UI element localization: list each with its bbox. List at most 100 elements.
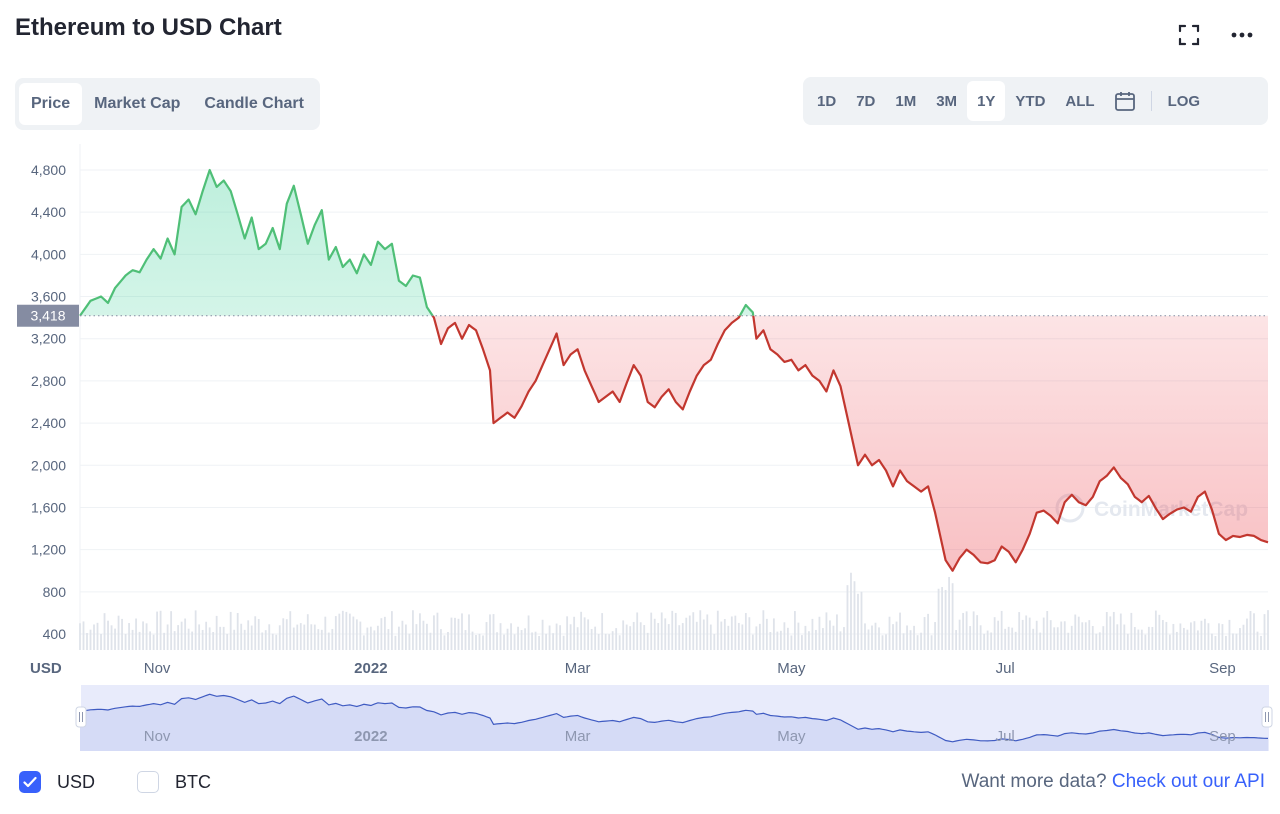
- range-1m[interactable]: 1M: [895, 92, 917, 110]
- volume-bar: [986, 630, 989, 650]
- volume-bar: [408, 633, 411, 650]
- volume-bar: [215, 615, 218, 650]
- volume-bar: [468, 614, 470, 650]
- volume-bar: [1126, 633, 1129, 650]
- volume-bar: [755, 626, 758, 650]
- volume-bar: [801, 635, 803, 650]
- volume-bar: [376, 625, 379, 650]
- volume-bar: [1137, 629, 1140, 650]
- volume-bar: [135, 618, 137, 650]
- volume-bar: [597, 633, 600, 650]
- price-chart[interactable]: CoinMarketCap 3,418 4008001,2001,6002,00…: [0, 140, 1280, 760]
- btc-checkbox[interactable]: [137, 771, 159, 793]
- log-toggle[interactable]: LOG: [1167, 92, 1201, 110]
- volume-bar: [440, 629, 442, 650]
- volume-bar: [191, 631, 194, 650]
- y-tick-label: 1,200: [31, 542, 66, 558]
- volume-bar: [517, 626, 519, 650]
- volume-bar: [825, 612, 828, 650]
- volume-bar: [527, 615, 530, 650]
- volume-bar: [1032, 628, 1035, 650]
- volume-bar: [822, 628, 824, 650]
- volume-bar: [983, 633, 986, 650]
- volume-bar: [282, 618, 285, 650]
- volume-bar: [247, 620, 250, 650]
- volume-bar: [506, 628, 509, 650]
- volume-bar: [923, 617, 926, 650]
- volume-bar: [121, 618, 123, 650]
- volume-bar: [804, 625, 807, 650]
- volume-bar: [271, 633, 274, 650]
- y-tick-label: 4,400: [31, 204, 66, 220]
- volume-bar: [341, 610, 344, 650]
- fullscreen-icon[interactable]: [1176, 22, 1202, 48]
- volume-bar: [380, 618, 383, 650]
- volume-bar: [741, 624, 744, 650]
- y-tick-label: 3,600: [31, 289, 66, 305]
- volume-bar: [1133, 627, 1136, 650]
- calendar-icon[interactable]: [1105, 81, 1145, 121]
- navigator-handle-right[interactable]: [1261, 706, 1273, 728]
- volume-bar: [373, 630, 376, 650]
- tab-market-cap[interactable]: Market Cap: [94, 95, 181, 112]
- volume-bar: [1193, 621, 1196, 650]
- volume-bar: [240, 623, 243, 650]
- volume-bar: [608, 634, 611, 650]
- range-ytd[interactable]: YTD: [1015, 92, 1046, 110]
- volume-bar: [412, 610, 414, 650]
- volume-bar: [818, 616, 821, 650]
- volume-bar: [695, 621, 698, 650]
- volume-bar: [398, 626, 400, 650]
- more-horizontal-icon[interactable]: [1229, 22, 1255, 48]
- api-link[interactable]: Check out our API: [1111, 771, 1265, 792]
- volume-bar: [489, 614, 491, 650]
- volume-bar: [836, 614, 838, 650]
- range-navigator[interactable]: Nov 2022 Mar May Jul Sep: [75, 685, 1273, 751]
- volume-bar: [625, 624, 628, 650]
- y-grid: [79, 144, 1268, 650]
- volume-bar: [334, 616, 337, 650]
- volume-bar: [138, 631, 141, 650]
- volume-bar: [327, 632, 330, 650]
- range-1d[interactable]: 1D: [817, 92, 837, 110]
- volume-bar: [713, 634, 716, 650]
- volume-bar: [751, 634, 754, 650]
- range-3m[interactable]: 3M: [936, 92, 958, 110]
- volume-bar: [475, 635, 477, 650]
- volume-bar: [268, 624, 271, 650]
- volume-bar: [1175, 631, 1178, 650]
- navigator-handle-left[interactable]: [75, 706, 87, 728]
- volume-bars: [79, 572, 1269, 650]
- volume-bar: [531, 632, 533, 650]
- volume-bar: [229, 611, 232, 650]
- volume-bar: [1011, 627, 1014, 650]
- volume-bar: [1260, 635, 1262, 650]
- volume-bar: [128, 623, 130, 650]
- range-1y[interactable]: 1Y: [967, 81, 1006, 121]
- volume-bar: [1207, 623, 1210, 650]
- volume-bar: [636, 612, 639, 650]
- tab-candle-chart[interactable]: Candle Chart: [204, 95, 304, 112]
- usd-checkbox[interactable]: [19, 771, 41, 793]
- volume-bar: [541, 619, 544, 650]
- volume-bar: [103, 613, 106, 650]
- view-tabs: Price Market Cap Candle Chart: [15, 78, 320, 130]
- btc-label: BTC: [175, 772, 211, 792]
- volume-bar: [1028, 617, 1031, 650]
- volume-bar: [261, 632, 264, 650]
- volume-bar: [419, 613, 421, 650]
- volume-bar: [405, 624, 407, 650]
- volume-bar: [226, 633, 229, 650]
- y-tick-label: 1,600: [31, 499, 66, 515]
- tab-price[interactable]: Price: [19, 83, 83, 125]
- volume-bar: [320, 629, 323, 650]
- range-all[interactable]: ALL: [1065, 92, 1095, 110]
- volume-bar: [857, 593, 859, 650]
- volume-bar: [562, 635, 565, 650]
- volume-bar: [916, 635, 919, 650]
- volume-bar: [1112, 611, 1115, 650]
- volume-bar: [107, 620, 109, 650]
- area-above-reference: [80, 170, 1268, 316]
- range-7d[interactable]: 7D: [856, 92, 876, 110]
- volume-bar: [1060, 621, 1063, 650]
